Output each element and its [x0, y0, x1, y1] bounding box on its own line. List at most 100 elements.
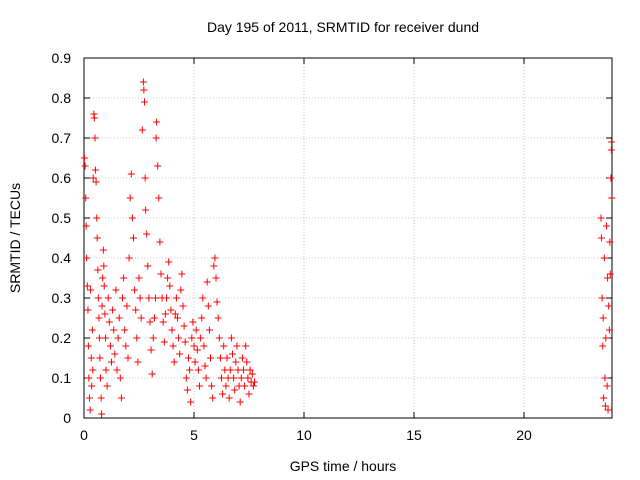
data-point	[121, 326, 129, 334]
data-point	[601, 374, 609, 382]
data-point	[98, 410, 106, 418]
data-point	[600, 394, 608, 402]
data-point	[144, 262, 152, 270]
data-point	[163, 294, 170, 302]
data-point	[604, 406, 612, 414]
data-point	[104, 294, 112, 302]
data-point	[152, 134, 160, 142]
data-point	[605, 326, 613, 334]
data-point	[126, 194, 134, 202]
data-point	[218, 374, 225, 382]
data-point	[179, 302, 187, 310]
data-point	[84, 342, 92, 350]
data-point	[122, 342, 130, 350]
data-point	[137, 314, 145, 322]
data-point	[208, 382, 216, 390]
data-point	[602, 334, 610, 342]
data-point	[142, 206, 150, 214]
data-point	[242, 342, 250, 350]
data-point	[87, 286, 95, 294]
data-point	[177, 286, 185, 294]
data-point	[216, 354, 224, 362]
y-tick-label: 0.8	[52, 90, 72, 106]
data-point	[87, 354, 95, 362]
data-point	[200, 342, 208, 350]
data-point	[606, 270, 614, 278]
data-point	[214, 314, 222, 322]
data-point	[135, 274, 143, 282]
data-point	[198, 314, 206, 322]
data-point	[108, 358, 115, 366]
data-point	[160, 338, 168, 346]
data-point	[222, 382, 230, 390]
data-point	[601, 402, 609, 410]
data-point	[246, 366, 254, 374]
data-point	[148, 370, 156, 378]
data-point	[185, 354, 192, 362]
data-point	[93, 234, 101, 242]
data-point	[149, 334, 157, 342]
data-point	[603, 382, 611, 390]
data-point	[102, 366, 110, 374]
data-point	[91, 134, 99, 142]
data-point	[201, 362, 209, 370]
data-point	[91, 166, 99, 174]
data-point	[205, 326, 213, 334]
data-point	[88, 382, 96, 390]
y-tick-label: 0.7	[52, 130, 72, 146]
data-point	[165, 258, 173, 266]
chart-title: Day 195 of 2011, SRMTID for receiver dun…	[207, 19, 479, 35]
data-point	[168, 326, 176, 334]
data-point	[147, 346, 155, 354]
data-point	[226, 366, 234, 374]
x-tick-label: 15	[406, 427, 422, 443]
data-point	[219, 390, 227, 398]
data-point	[114, 334, 122, 342]
data-point	[100, 262, 108, 270]
x-tick-label: 0	[80, 427, 88, 443]
data-point	[608, 194, 616, 202]
data-point	[156, 238, 164, 246]
data-point	[154, 162, 162, 170]
data-point	[92, 178, 100, 186]
data-point	[220, 342, 228, 350]
data-point	[183, 386, 191, 394]
data-point	[204, 302, 212, 310]
x-tick-label: 5	[190, 427, 198, 443]
data-point	[106, 342, 114, 350]
data-point	[116, 374, 124, 382]
data-point	[97, 394, 105, 402]
data-point	[600, 254, 608, 262]
data-point	[213, 298, 221, 306]
y-tick-label: 0.9	[52, 50, 72, 66]
data-point	[598, 294, 606, 302]
data-point	[159, 318, 167, 326]
data-point	[99, 246, 107, 254]
data-point	[86, 406, 94, 414]
data-point	[604, 274, 612, 282]
data-point	[143, 230, 151, 238]
data-point	[80, 154, 88, 162]
data-point	[83, 254, 91, 262]
data-point	[138, 126, 146, 134]
data-point	[112, 286, 120, 294]
data-point	[103, 382, 111, 390]
data-point	[120, 274, 128, 282]
data-point	[248, 370, 256, 378]
plot-frame	[83, 57, 613, 419]
data-point	[93, 214, 101, 222]
data-point	[187, 398, 195, 406]
data-point	[189, 318, 197, 326]
data-point	[193, 346, 201, 354]
y-tick-label: 0.3	[52, 290, 72, 306]
data-point	[241, 382, 249, 390]
data-point	[608, 138, 616, 146]
data-point	[82, 222, 90, 230]
data-point	[210, 262, 218, 270]
data-point	[85, 374, 93, 382]
data-point	[605, 302, 613, 310]
data-point	[83, 282, 91, 290]
x-axis-label: GPS time / hours	[290, 458, 397, 474]
data-point	[152, 294, 159, 302]
data-point	[176, 350, 184, 358]
